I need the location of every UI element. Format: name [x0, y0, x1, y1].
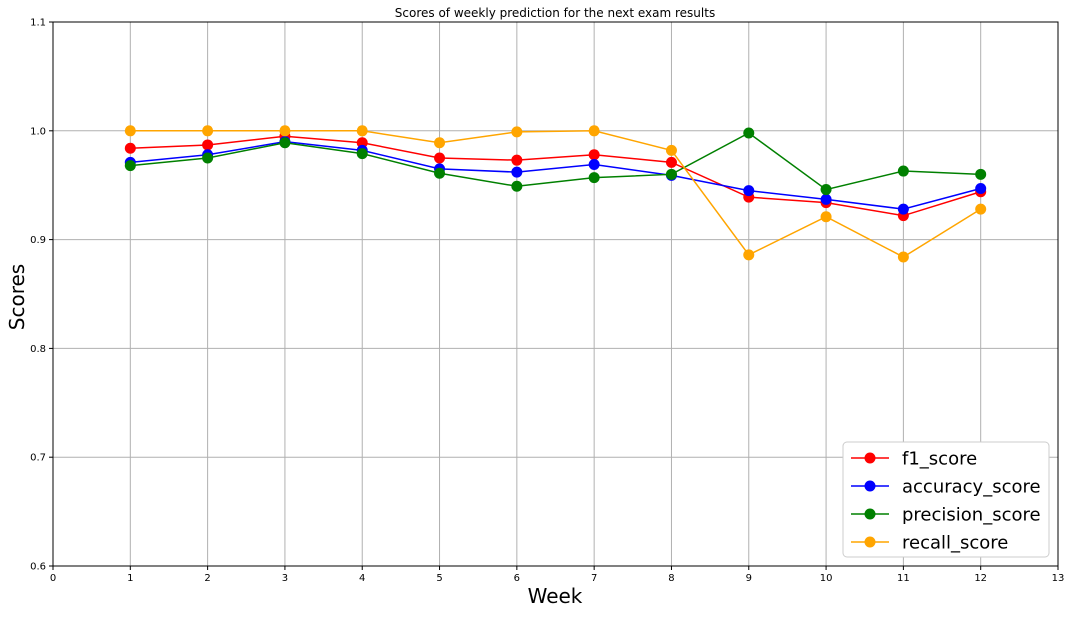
- data-point: [279, 137, 291, 149]
- x-tick-label: 0: [50, 573, 56, 584]
- data-point: [588, 172, 600, 184]
- data-point: [820, 193, 832, 205]
- series-line: [130, 132, 981, 191]
- data-point: [820, 184, 832, 196]
- data-point: [356, 148, 368, 160]
- legend-label: recall_score: [902, 533, 1008, 554]
- legend-box: [842, 441, 1050, 558]
- data-point: [897, 203, 909, 215]
- legend-marker: [864, 536, 876, 548]
- data-point: [356, 137, 368, 149]
- data-point: [820, 211, 832, 223]
- x-tick-label: 5: [436, 573, 442, 584]
- data-point: [279, 125, 291, 137]
- x-tick-label: 1: [127, 573, 133, 584]
- y-tick-label: 1.0: [30, 126, 46, 137]
- data-point: [743, 249, 755, 261]
- data-point: [202, 139, 214, 151]
- x-tick-label: 8: [668, 573, 674, 584]
- legend-marker: [864, 480, 876, 492]
- data-point: [665, 168, 677, 180]
- x-tick-label: 6: [514, 573, 520, 584]
- data-point: [511, 166, 523, 178]
- data-point: [665, 156, 677, 168]
- data-point: [975, 168, 987, 180]
- legend-label: precision_score: [902, 505, 1041, 526]
- data-point: [743, 127, 755, 139]
- data-point: [202, 125, 214, 137]
- data-point: [588, 159, 600, 171]
- data-point: [434, 152, 446, 164]
- data-point: [124, 160, 136, 172]
- y-tick-label: 1.1: [30, 18, 46, 29]
- data-point: [511, 126, 523, 138]
- series-precision-score: [124, 127, 987, 196]
- chart-title: Scores of weekly prediction for the next…: [395, 6, 715, 20]
- x-tick-label: 10: [820, 573, 833, 584]
- y-tick-label: 0.8: [30, 344, 46, 355]
- data-point: [356, 125, 368, 137]
- data-point: [434, 137, 446, 149]
- legend-label: f1_score: [902, 449, 977, 470]
- series-line: [130, 130, 982, 258]
- data-point: [511, 180, 523, 192]
- data-point: [743, 185, 755, 197]
- x-tick-label: 13: [1052, 573, 1065, 584]
- legend-marker: [864, 452, 876, 464]
- plot-frame: [52, 21, 1059, 567]
- x-tick-label: 11: [897, 573, 910, 584]
- series-recall-score: [124, 125, 987, 263]
- x-tick-label: 12: [974, 573, 987, 584]
- legend-items: f1_score accuracy_score precision_scorerec…: [851, 449, 1041, 554]
- data-point: [588, 149, 600, 161]
- data-point: [588, 125, 600, 137]
- data-point: [511, 154, 523, 166]
- data-point: [975, 182, 987, 194]
- data-point: [665, 144, 677, 156]
- series-line: [130, 135, 981, 217]
- data-point: [897, 251, 909, 263]
- x-tick-label: 3: [282, 573, 288, 584]
- data-point: [124, 142, 136, 154]
- y-tick-label: 0.7: [30, 453, 46, 464]
- axis-ticks: 0 1 2 3 4 5 6 7 8 9 10 11 12 130.60.70.80.91.01.1: [30, 18, 1064, 585]
- y-tick-label: 0.6: [30, 562, 46, 573]
- x-tick-label: 2: [204, 573, 210, 584]
- data-point: [434, 167, 446, 179]
- series-line: [130, 140, 981, 210]
- x-tick-label: 9: [746, 573, 752, 584]
- x-tick-label: 7: [591, 573, 597, 584]
- data-point: [202, 152, 214, 164]
- y-tick-label: 0.9: [30, 235, 46, 246]
- y-axis-label: Scores: [5, 264, 29, 330]
- x-tick-label: 4: [359, 573, 365, 584]
- legend-label: accuracy_score: [902, 477, 1041, 498]
- data-point: [975, 203, 987, 215]
- series-lines: [124, 125, 987, 263]
- data-point: [124, 125, 136, 137]
- x-axis-label: Week: [528, 584, 583, 608]
- data-point: [897, 165, 909, 177]
- legend: f1_score accuracy_score precision_scorerec…: [842, 441, 1050, 558]
- legend-marker: [864, 508, 876, 520]
